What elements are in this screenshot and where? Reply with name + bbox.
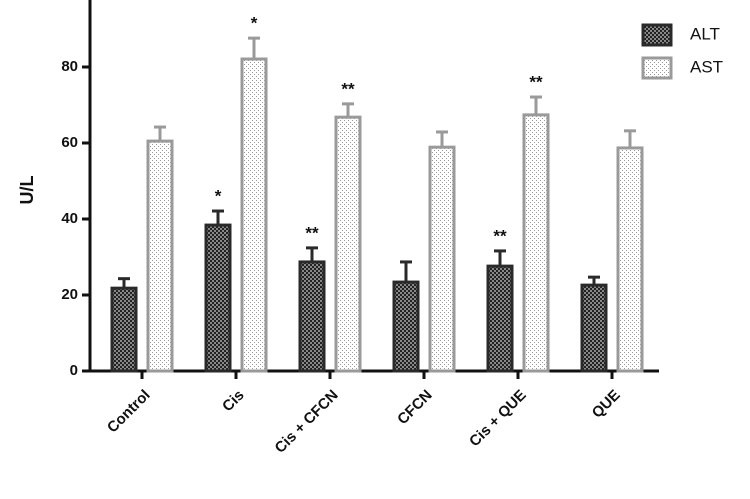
x-tick-label: CFCN (394, 387, 435, 428)
legend-label: ALT (690, 24, 720, 43)
y-tick-label: 40 (61, 210, 78, 227)
y-tick-label: 20 (61, 286, 78, 303)
x-tick-label: Control (104, 387, 154, 437)
significance-label: ** (529, 73, 543, 92)
bar (486, 264, 514, 373)
significance-label: * (251, 14, 258, 33)
bar (580, 283, 608, 373)
x-tick-label: QUE (589, 387, 624, 422)
bar (334, 115, 362, 373)
bar (428, 145, 456, 373)
x-tick-label: Cis (219, 387, 248, 416)
bar (298, 260, 326, 373)
significance-label: * (215, 187, 222, 206)
y-tick-label: 60 (61, 134, 78, 151)
legend-swatch (641, 56, 673, 80)
bar (522, 113, 550, 373)
bar (616, 146, 644, 373)
bar (110, 286, 138, 373)
significance-label: ** (305, 223, 319, 242)
bar (204, 223, 232, 373)
legend-label: AST (690, 57, 723, 76)
x-tick-label: Cis + CFCN (272, 387, 342, 457)
significance-label: ** (493, 226, 507, 245)
y-tick-label: 0 (70, 362, 78, 379)
bar (392, 280, 420, 373)
y-tick-label: 80 (61, 58, 78, 75)
x-tick-label: Cis + QUE (466, 387, 530, 451)
legend-swatch (641, 23, 673, 47)
bar (240, 57, 268, 373)
bar (146, 139, 174, 373)
significance-label: ** (341, 79, 355, 98)
y-axis-label: U/L (17, 176, 37, 205)
